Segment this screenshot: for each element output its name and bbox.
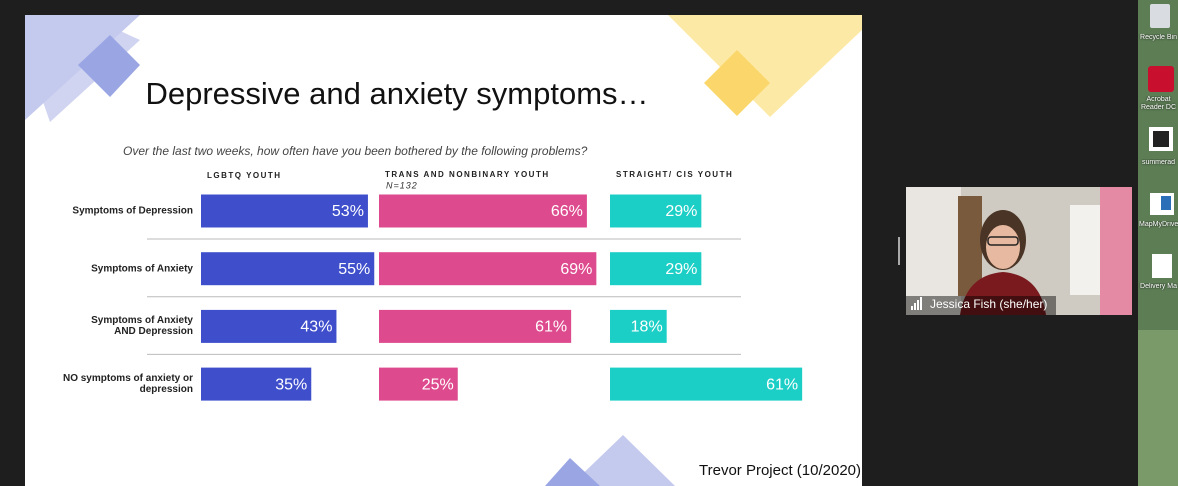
video-curtain (1100, 187, 1132, 315)
bar (379, 252, 597, 286)
video-shelf (958, 196, 982, 296)
desktop-icon-label: Delivery Ma (1140, 283, 1177, 290)
decor (545, 458, 600, 486)
row-label: Symptoms of Anxiety AND Depression (91, 315, 193, 338)
acrobat-icon[interactable] (1148, 66, 1174, 92)
decor (704, 50, 770, 116)
video-person-glasses (987, 236, 1019, 246)
row-label: NO symptoms of anxiety or depression (62, 373, 193, 396)
qr-icon-inner (1153, 131, 1169, 147)
data-label: 29% (665, 261, 697, 278)
bar (610, 367, 803, 401)
signal (917, 300, 919, 310)
map-icon-inner (1161, 196, 1171, 210)
signal (914, 303, 916, 310)
data-label: 53% (332, 203, 364, 220)
data-label: 43% (300, 319, 332, 336)
data-label: 61% (766, 376, 798, 393)
row-label: Symptoms of Anxiety (91, 263, 193, 275)
source: Trevor Project (10/2020) (699, 462, 861, 479)
desktop-icon-label: Recycle Bin (1140, 34, 1177, 41)
bar (379, 309, 572, 343)
decor (668, 15, 862, 117)
legend-label: TRANS AND NONBINARY YOUTH (385, 170, 550, 179)
legend-label: STRAIGHT/ CIS YOUTH (616, 170, 733, 179)
chart-title: Depressive and anxiety symptoms… (145, 76, 648, 111)
bar (610, 194, 702, 228)
signal (911, 306, 913, 310)
desktop-icon-label: MapMyDrive (1139, 221, 1178, 228)
participant-name: Jessica Fish (she/her) (930, 297, 1047, 311)
bar (201, 252, 375, 286)
decor (78, 35, 140, 97)
decor (570, 435, 675, 486)
legend-label: LGBTQ YOUTH (207, 171, 282, 180)
data-label: 18% (631, 319, 663, 336)
video-person-face (986, 225, 1020, 269)
signal (920, 297, 922, 310)
recycle-icon[interactable] (1150, 4, 1170, 28)
bar (379, 367, 458, 401)
bar (379, 194, 587, 228)
video-door (1070, 205, 1100, 295)
data-label: 55% (338, 261, 370, 278)
desktop-icon-label: Acrobat Reader DC (1140, 96, 1176, 111)
desktop-bg (1138, 330, 1178, 486)
data-label: 69% (560, 261, 592, 278)
bar (201, 309, 337, 343)
data-label: 66% (551, 203, 583, 220)
annotation: N=132 (386, 180, 418, 190)
resize-handle[interactable] (898, 237, 900, 265)
desktop-icon-label: summerad (1141, 159, 1176, 166)
video-wall (906, 187, 961, 315)
data-label: 61% (535, 319, 567, 336)
bar (201, 194, 368, 228)
video-person-body (960, 272, 1046, 315)
pdf-icon[interactable] (1152, 254, 1172, 278)
data-label: 35% (275, 376, 307, 393)
data-label: 29% (665, 203, 697, 220)
row-label: Symptoms of Depression (72, 205, 193, 217)
bar (610, 309, 667, 343)
name-bg (906, 296, 1056, 315)
data-label: 25% (422, 376, 454, 393)
bar (610, 252, 702, 286)
chart-subtitle: Over the last two weeks, how often have … (123, 144, 588, 158)
bar (201, 367, 312, 401)
